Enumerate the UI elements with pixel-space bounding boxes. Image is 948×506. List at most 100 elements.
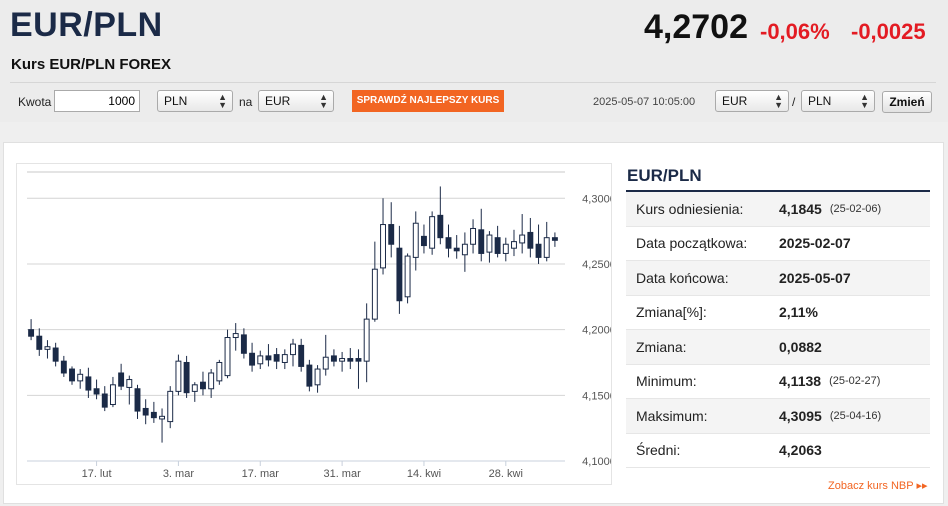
candle-body (36, 335, 43, 350)
candle-body (175, 360, 182, 392)
page-subtitle: Kurs EUR/PLN FOREX (11, 56, 172, 73)
pair-quote-value: PLN (808, 94, 832, 108)
candle-body (396, 247, 403, 302)
candle-body (453, 247, 460, 252)
candle-body (371, 268, 378, 320)
candle-body (183, 361, 190, 394)
candle-body (290, 343, 296, 356)
stats-row: Data końcowa: 2025-05-07 (626, 261, 930, 296)
chart-container: 4,1000 4,1500 4,2000 4,2500 4,3000 17. lut 3. … (16, 163, 616, 485)
select-arrows-icon: ▲ ▼ (319, 92, 328, 110)
stats-date: (25-04-16) (829, 409, 882, 422)
candle-body (412, 222, 419, 258)
candle-body (347, 358, 354, 362)
nbp-rate-link[interactable]: Zobacz kurs NBP ▸▸ (828, 480, 928, 492)
from-currency-select[interactable]: PLN ▲ ▼ (157, 90, 233, 112)
change-pair-button[interactable]: Zmień (882, 91, 932, 113)
candle-body (486, 234, 493, 253)
candle-body (150, 411, 157, 419)
candle-body (388, 224, 395, 245)
candle-body (265, 355, 272, 361)
stats-value: 0,0882 (779, 338, 822, 355)
candle-body (208, 372, 215, 390)
pair-title: EUR/PLN (10, 6, 163, 44)
candle-body (142, 407, 149, 416)
stats-rows: Kurs odniesienia: 4,1845 (25-02-06) Data po… (626, 192, 930, 468)
candle-body (404, 255, 411, 298)
candle-body (494, 237, 501, 254)
amount-input[interactable] (54, 90, 140, 112)
candle-body (52, 347, 59, 362)
candle-body (44, 346, 51, 350)
candle-body (257, 355, 264, 365)
candle-body (200, 381, 206, 390)
pair-base-select[interactable]: EUR ▲ ▼ (715, 90, 789, 112)
candle-body (478, 229, 485, 254)
stats-label: Data końcowa: (636, 269, 729, 286)
candle-body (109, 384, 116, 406)
candle-body (380, 224, 386, 269)
stats-value: 2025-05-07 (779, 269, 851, 286)
candle-body (77, 373, 84, 382)
stats-row: Maksimum: 4,3095 (25-04-16) (626, 399, 930, 434)
stats-value: 4,1845 (779, 200, 822, 217)
candle-body (511, 241, 517, 249)
stats-row: Średni: 4,2063 (626, 434, 930, 468)
y-tick-label: 4,2000 (582, 325, 611, 337)
candle-body (69, 368, 75, 382)
change-absolute: -0,0025 (851, 19, 926, 44)
header-divider (10, 82, 936, 83)
x-tick-label: 28. kwi (489, 468, 523, 480)
pair-base-value: EUR (722, 94, 748, 108)
stats-table: EUR/PLN Kurs odniesienia: 4,1845 (25-02-06… (626, 160, 930, 468)
candle-body (306, 364, 313, 387)
candle-body (470, 227, 477, 245)
stats-label: Maksimum: (636, 407, 708, 424)
from-currency-value: PLN (164, 94, 188, 108)
candle-body (281, 354, 288, 363)
candle-body (330, 355, 337, 362)
candle-body (28, 329, 35, 337)
y-tick-label: 4,2500 (582, 259, 611, 271)
candle-body (543, 237, 550, 258)
stats-row: Zmiana: 0,0882 (626, 330, 930, 365)
stats-value: 2025-02-07 (779, 235, 851, 252)
candle-body (249, 352, 256, 366)
stats-row: Zmiana[%]: 2,11% (626, 296, 930, 330)
candle-body (232, 333, 239, 339)
candle-body (216, 361, 223, 382)
candle-body (134, 388, 141, 412)
candle-body (420, 235, 427, 247)
stats-date: (25-02-06) (829, 202, 882, 215)
candle-body (322, 356, 329, 370)
check-best-rate-button[interactable]: SPRAWDŹ NAJLEPSZY KURS (352, 90, 504, 112)
quote-timestamp: 2025-05-07 10:05:00 (593, 96, 696, 108)
stats-row: Data początkowa: 2025-02-07 (626, 227, 930, 261)
pair-slash: / (792, 95, 796, 109)
stats-label: Minimum: (636, 373, 697, 390)
candle-body (445, 237, 452, 249)
candle-body (298, 344, 305, 367)
stats-value: 2,11% (779, 304, 818, 321)
select-arrows-icon: ▲ ▼ (218, 92, 227, 110)
y-tick-label: 4,1000 (582, 456, 611, 468)
change-percent: -0,06% (760, 19, 830, 44)
pair-quote-select[interactable]: PLN ▲ ▼ (801, 90, 875, 112)
stats-row: Kurs odniesienia: 4,1845 (25-02-06) (626, 192, 930, 227)
candle-body (527, 231, 534, 249)
candle-body (437, 214, 444, 239)
candlestick-chart: 4,1000 4,1500 4,2000 4,2500 4,3000 17. lut 3. … (27, 171, 616, 480)
stats-value: 4,3095 (779, 407, 822, 424)
candle-body (461, 243, 468, 256)
amount-label: Kwota (18, 95, 52, 109)
candle-body (159, 415, 166, 420)
y-tick-label: 4,3000 (582, 193, 611, 205)
y-tick-label: 4,1500 (582, 390, 611, 402)
candle-body (502, 243, 509, 254)
candle-body (101, 393, 108, 408)
to-currency-value: EUR (265, 94, 291, 108)
candle-body (126, 379, 133, 388)
to-currency-select[interactable]: EUR ▲ ▼ (258, 90, 334, 112)
stats-label: Zmiana: (636, 338, 687, 355)
candle-body (363, 318, 370, 362)
